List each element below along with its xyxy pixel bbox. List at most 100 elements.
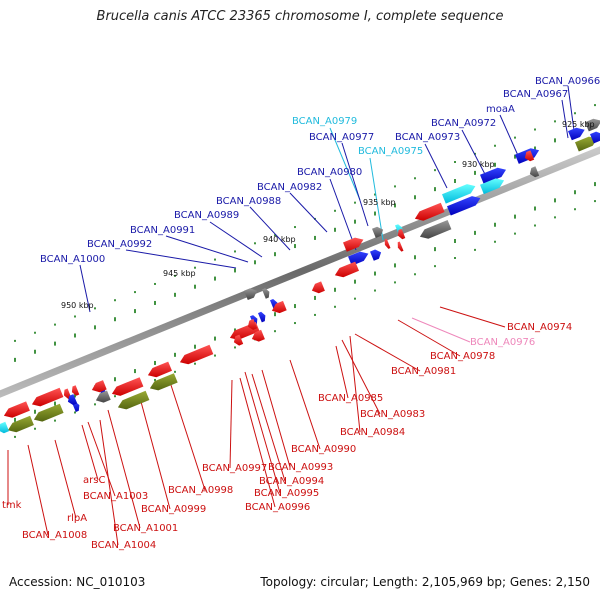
reverse-gene-arrow[interactable] (397, 228, 406, 240)
leader-line (165, 235, 249, 263)
reverse-gene-arrow[interactable] (529, 166, 540, 178)
reverse-gene-arrow[interactable] (271, 300, 287, 314)
gene-label-bcan-a0994[interactable]: BCAN_A0994 (259, 476, 324, 487)
forward-gene-arrow[interactable] (585, 118, 600, 132)
reverse-gene-arrow[interactable] (179, 344, 214, 365)
leader-line (99, 419, 119, 546)
kbp-marker-940: 940 kbp (263, 235, 296, 244)
gene-label-bcan-a0997[interactable]: BCAN_A0997 (202, 463, 267, 474)
reverse-gene-arrow[interactable] (91, 380, 107, 393)
gene-label-bcan-a0983[interactable]: BCAN_A0983 (360, 409, 425, 420)
gene-label-bcan-a0995[interactable]: BCAN_A0995 (254, 488, 319, 499)
reverse-gene-arrow[interactable] (414, 202, 445, 221)
reverse-gene-arrow[interactable] (31, 387, 64, 407)
forward-gene-arrow[interactable] (370, 249, 382, 261)
gene-label-bcan-a0978[interactable]: BCAN_A0978 (430, 351, 495, 362)
leader-line (289, 192, 328, 233)
reverse-gene-arrow[interactable] (251, 329, 265, 342)
leader-line (169, 381, 206, 491)
forward-gene-arrow[interactable] (372, 226, 384, 238)
gene-label-bcan-a0985[interactable]: BCAN_A0985 (318, 393, 383, 404)
chromosome-backbone (0, 146, 600, 398)
gene-label-bcan-a0967[interactable]: BCAN_A0967 (503, 89, 568, 100)
leader-line (87, 421, 116, 497)
reverse-gene-arrow[interactable] (7, 415, 34, 433)
forward-gene-arrow[interactable] (262, 288, 270, 299)
gene-label-moaa[interactable]: moaA (486, 104, 515, 115)
gene-label-bcan-a0988[interactable]: BCAN_A0988 (216, 196, 281, 207)
forward-gene-arrow[interactable] (590, 131, 600, 144)
gene-label-bcan-a0984[interactable]: BCAN_A0984 (340, 427, 405, 438)
reverse-gene-arrow[interactable] (247, 319, 258, 330)
gene-label-tmk[interactable]: tmk (2, 500, 22, 511)
forward-gene-arrow[interactable] (447, 196, 481, 216)
gene-label-bcan-a0982[interactable]: BCAN_A0982 (257, 182, 322, 193)
reverse-gene-arrow[interactable] (111, 377, 144, 396)
gene-label-arsc[interactable]: arsC (83, 475, 105, 486)
leader-line (289, 359, 321, 450)
gene-label-bcan-a0976[interactable]: BCAN_A0976 (470, 337, 535, 348)
leader-line (261, 369, 291, 468)
gene-label-bcan-a1003[interactable]: BCAN_A1003 (83, 491, 148, 502)
reverse-gene-arrow[interactable] (524, 150, 535, 162)
gene-label-bcan-a0981[interactable]: BCAN_A0981 (391, 366, 456, 377)
gene-label-bcan-a0991[interactable]: BCAN_A0991 (130, 225, 195, 236)
gene-label-bcan-a0996[interactable]: BCAN_A0996 (245, 502, 310, 513)
reverse-gene-arrow[interactable] (397, 241, 404, 252)
reverse-gene-arrow[interactable] (95, 390, 111, 403)
gene-label-rlpa[interactable]: rlpA (67, 513, 87, 524)
leader-line (239, 377, 276, 508)
leader-line (561, 99, 569, 139)
gene-label-bcan-a1000[interactable]: BCAN_A1000 (40, 254, 105, 265)
reverse-gene-arrow[interactable] (149, 373, 178, 391)
forward-gene-arrow[interactable] (575, 136, 598, 152)
gene-label-bcan-a1004[interactable]: BCAN_A1004 (91, 540, 156, 551)
gene-label-bcan-a0966[interactable]: BCAN_A0966 (535, 76, 600, 87)
gene-label-bcan-a0990[interactable]: BCAN_A0990 (291, 444, 356, 455)
gene-label-bcan-a0989[interactable]: BCAN_A0989 (174, 210, 239, 221)
leader-line (354, 333, 421, 372)
forward-gene-arrow[interactable] (244, 288, 257, 300)
reverse-gene-arrow[interactable] (384, 238, 391, 249)
gene-label-bcan-a0973[interactable]: BCAN_A0973 (395, 132, 460, 143)
reverse-gene-arrow[interactable] (117, 390, 150, 410)
forward-gene-arrow[interactable] (480, 178, 505, 195)
gene-label-bcan-a0992[interactable]: BCAN_A0992 (87, 239, 152, 250)
gene-label-bcan-a0972[interactable]: BCAN_A0972 (431, 118, 496, 129)
reverse-gene-arrow[interactable] (147, 361, 172, 378)
label-leader-lines (7, 85, 576, 546)
forward-gene-arrow[interactable] (343, 237, 364, 252)
reverse-gene-arrow[interactable] (334, 261, 359, 278)
gene-label-bcan-a0975[interactable]: BCAN_A0975 (358, 146, 423, 157)
kbp-marker-935: 935 kbp (363, 198, 396, 207)
reverse-gene-arrow[interactable] (233, 334, 244, 346)
leader-line (499, 114, 521, 161)
forward-gene-arrow[interactable] (480, 167, 506, 185)
reverse-gene-arrow[interactable] (67, 394, 78, 405)
reverse-gene-arrow[interactable] (0, 421, 9, 434)
gene-label-bcan-a0980[interactable]: BCAN_A0980 (297, 167, 362, 178)
forward-gene-arrow[interactable] (348, 251, 369, 266)
forward-gene-arrow[interactable] (442, 184, 476, 204)
reverse-gene-arrow[interactable] (71, 385, 80, 396)
reverse-gene-arrow[interactable] (3, 401, 30, 418)
gene-label-bcan-a0979[interactable]: BCAN_A0979 (292, 116, 357, 127)
gene-label-bcan-a1008[interactable]: BCAN_A1008 (22, 530, 87, 541)
gene-label-bcan-a0993[interactable]: BCAN_A0993 (268, 462, 333, 473)
forward-gene-arrow[interactable] (568, 127, 585, 141)
reverse-gene-arrow[interactable] (311, 281, 325, 294)
reverse-gene-arrow[interactable] (33, 403, 64, 422)
gene-label-bcan-a0999[interactable]: BCAN_A0999 (141, 504, 206, 515)
gene-label-bcan-a0977[interactable]: BCAN_A0977 (309, 132, 374, 143)
reverse-gene-arrow[interactable] (419, 220, 452, 239)
kbp-marker-925: 925 kbp (562, 120, 595, 129)
gene-label-bcan-a1001[interactable]: BCAN_A1001 (113, 523, 178, 534)
gene-label-bcan-a0974[interactable]: BCAN_A0974 (507, 322, 572, 333)
gene-label-bcan-a0998[interactable]: BCAN_A0998 (168, 485, 233, 496)
kbp-marker-930: 930 kbp (462, 160, 495, 169)
kbp-marker-945: 945 kbp (163, 269, 196, 278)
gene-features (0, 118, 600, 434)
leader-line (249, 206, 291, 251)
forward-gene-arrow[interactable] (258, 311, 266, 323)
